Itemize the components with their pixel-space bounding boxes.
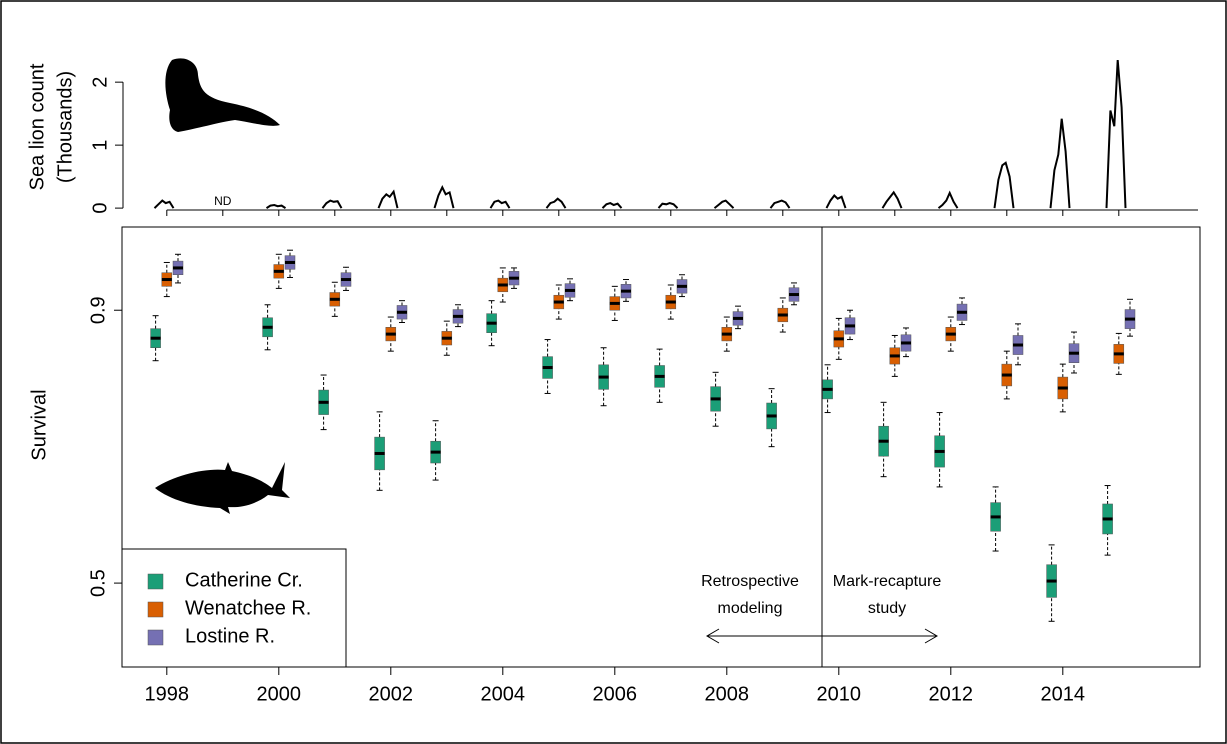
x-tick-label: 1998 — [145, 683, 190, 705]
annotation: study — [868, 600, 906, 617]
x-tick-label: 2012 — [929, 683, 974, 705]
x-tick-label: 2000 — [257, 683, 302, 705]
legend-swatch — [148, 574, 163, 589]
annotation: modeling — [718, 600, 783, 617]
x-tick-label: 2002 — [369, 683, 414, 705]
annotation: Retrospective — [701, 573, 799, 590]
legend-swatch — [148, 602, 163, 617]
x-tick-label: 2014 — [1041, 683, 1086, 705]
y-tick-label: 1 — [89, 140, 111, 151]
y-tick-label: 2 — [89, 77, 111, 88]
y-tick-label: 0 — [89, 203, 111, 214]
y-tick-label: 0.5 — [87, 569, 109, 597]
legend-label: Lostine R. — [185, 625, 275, 647]
annotation: Mark-recapture — [833, 573, 942, 590]
legend-swatch — [148, 630, 163, 645]
x-tick-label: 2004 — [481, 683, 526, 705]
figure: Retrospective modeling Mark-recapture st… — [0, 0, 1227, 744]
x-tick-label: 2006 — [593, 683, 638, 705]
x-tick-label: 2008 — [705, 683, 750, 705]
x-tick-label: 2010 — [817, 683, 862, 705]
annotation: ND — [214, 194, 232, 208]
y-tick-label: 0.9 — [87, 296, 109, 324]
y-axis-label: (Thousands) — [54, 71, 76, 183]
y-axis-label: Survival — [28, 389, 50, 460]
y-axis-label: Sea lion count — [26, 63, 48, 190]
legend-label: Wenatchee R. — [185, 597, 311, 619]
legend-label: Catherine Cr. — [185, 569, 303, 591]
